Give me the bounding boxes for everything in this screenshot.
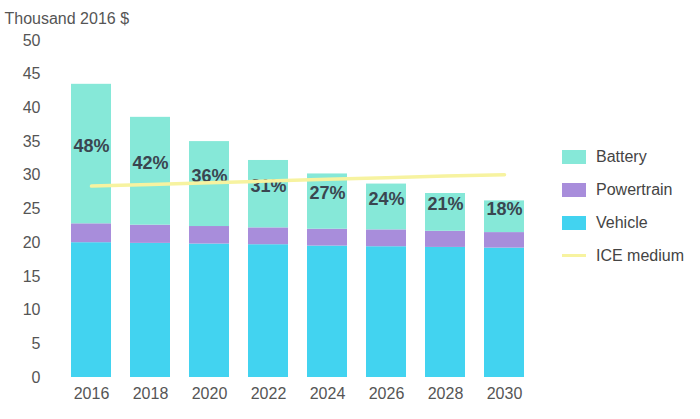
svg-text:27%: 27%: [309, 183, 345, 203]
svg-text:0: 0: [32, 369, 41, 386]
svg-text:42%: 42%: [132, 153, 168, 173]
svg-text:24%: 24%: [368, 189, 404, 209]
svg-text:Thousand 2016 $: Thousand 2016 $: [5, 10, 130, 27]
html-text:Vehicle: Vehicle: [596, 213, 648, 231]
svg-text:36%: 36%: [191, 165, 228, 186]
svg-text:2016: 2016: [74, 385, 110, 402]
svg-text:10: 10: [23, 301, 41, 318]
svg-text:25: 25: [23, 200, 41, 217]
svg-text:2030: 2030: [487, 385, 523, 402]
svg-text:45: 45: [23, 65, 41, 82]
svg-text:31%: 31%: [250, 175, 287, 196]
svg-text:2018: 2018: [133, 385, 169, 402]
html-text:Powertrain: Powertrain: [596, 180, 673, 198]
svg-text:20: 20: [23, 234, 41, 251]
svg-text:48%: 48%: [73, 136, 109, 156]
html-text:ICE medium: ICE medium: [596, 246, 684, 264]
svg-text:2022: 2022: [251, 385, 287, 402]
svg-text:2026: 2026: [369, 385, 405, 402]
svg-text:5: 5: [32, 335, 41, 352]
svg-text:21%: 21%: [427, 194, 463, 214]
svg-text:2020: 2020: [192, 385, 228, 402]
svg-text:35: 35: [23, 133, 41, 150]
svg-text:18%: 18%: [486, 199, 522, 219]
svg-text:2028: 2028: [428, 385, 464, 402]
svg-text:15: 15: [23, 268, 41, 285]
svg-text:40: 40: [23, 99, 41, 116]
svg-text:2024: 2024: [310, 385, 346, 402]
html-text:Battery: Battery: [596, 147, 647, 165]
svg-text:50: 50: [23, 32, 41, 49]
svg-text:30: 30: [23, 166, 41, 183]
